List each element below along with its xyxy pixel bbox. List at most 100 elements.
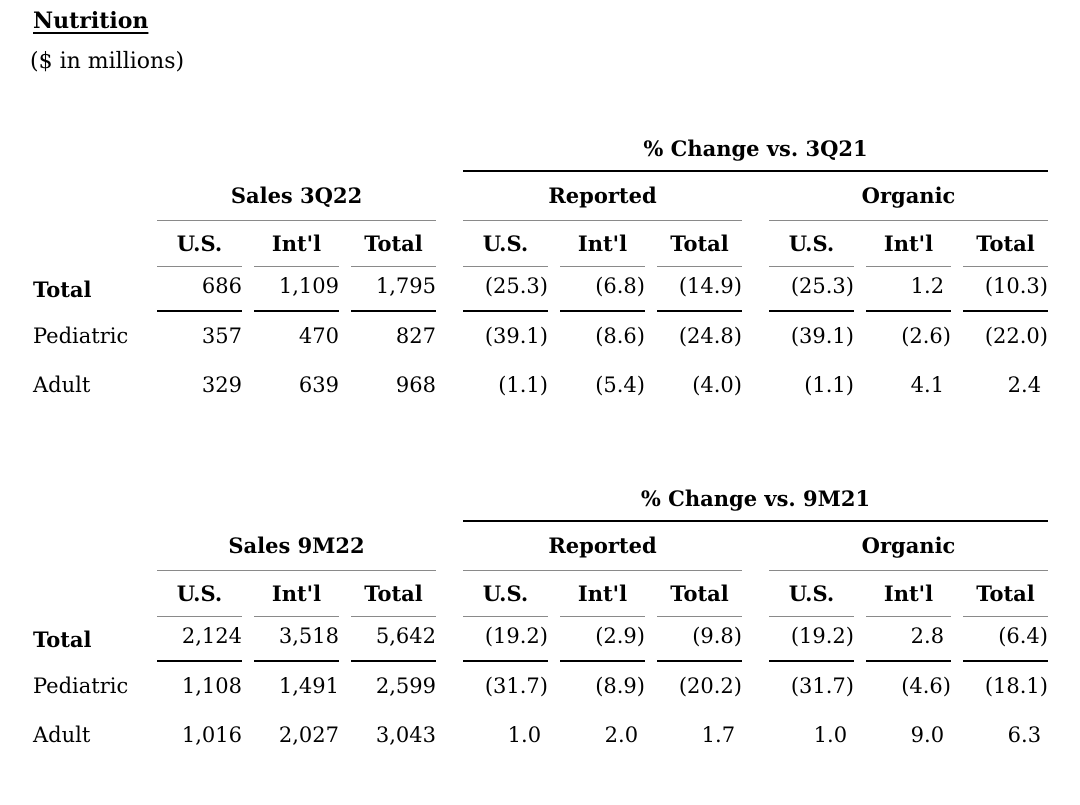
- value-text: (8.6): [595, 324, 645, 349]
- value-text: 1.0: [507, 722, 542, 747]
- empty-cell: [33, 128, 451, 172]
- empty-cell: [33, 172, 145, 221]
- value-cell: (1.1): [769, 361, 854, 409]
- value-text: 2,027: [278, 722, 339, 747]
- column-header: U.S.: [463, 571, 548, 617]
- empty-cell: [33, 522, 145, 571]
- value-text: 329: [201, 372, 242, 397]
- value-text: (25.3): [484, 273, 548, 298]
- value-cell: 1,795: [351, 267, 436, 312]
- column-header: Int'l: [254, 571, 339, 617]
- value-cell: (22.0): [963, 312, 1048, 361]
- column-header: Total: [657, 221, 742, 267]
- spacer-cell: [754, 267, 757, 312]
- column-header: Int'l: [254, 221, 339, 267]
- value-cell: 3,043: [351, 711, 436, 759]
- column-header: Total: [351, 571, 436, 617]
- value-text: 9.0: [910, 722, 945, 747]
- column-header: Total: [963, 221, 1048, 267]
- value-cell: (31.7): [769, 662, 854, 711]
- value-cell: 4.1: [866, 361, 951, 409]
- value-cell: 2.4: [963, 361, 1048, 409]
- spacer-cell: [448, 267, 451, 312]
- value-text: (31.7): [790, 674, 854, 699]
- value-cell: (5.4): [560, 361, 645, 409]
- value-cell: (19.2): [463, 617, 548, 662]
- value-cell: (39.1): [463, 312, 548, 361]
- column-header: Int'l: [560, 571, 645, 617]
- value-cell: 329: [157, 361, 242, 409]
- change-header-row: % Change vs. 3Q21: [33, 128, 1048, 172]
- column-header-row: U.S. Int'l Total U.S. Int'l Total U.S. Int'l Tot…: [33, 571, 1048, 617]
- value-cell: 1,016: [157, 711, 242, 759]
- value-text: 1.7: [701, 722, 736, 747]
- change-header-row: % Change vs. 9M21: [33, 478, 1048, 522]
- spacer-cell: [448, 312, 451, 361]
- value-text: (6.4): [998, 623, 1048, 648]
- group-header: Reported: [463, 522, 742, 571]
- value-cell: (14.9): [657, 267, 742, 312]
- row-label: Pediatric: [33, 674, 129, 699]
- empty-cell: [33, 221, 145, 267]
- page-title: Nutrition: [33, 8, 149, 34]
- value-cell: (25.3): [463, 267, 548, 312]
- row-label: Pediatric: [33, 324, 129, 349]
- value-text: 1,491: [278, 674, 339, 699]
- value-text: 1,016: [181, 722, 242, 747]
- value-text: 1,795: [375, 273, 436, 298]
- value-cell: 3,518: [254, 617, 339, 662]
- group-header: Organic: [769, 522, 1048, 571]
- column-header: U.S.: [157, 221, 242, 267]
- value-cell: 9.0: [866, 711, 951, 759]
- value-cell: (18.1): [963, 662, 1048, 711]
- value-text: 2,599: [375, 674, 436, 699]
- value-text: (20.2): [678, 674, 742, 699]
- value-cell: (4.0): [657, 361, 742, 409]
- spacer-cell: [754, 571, 757, 617]
- group-header: Sales 3Q22: [157, 172, 436, 221]
- row-label: Adult: [33, 372, 91, 397]
- value-cell: 1.7: [657, 711, 742, 759]
- value-text: (4.0): [692, 372, 742, 397]
- spacer-cell: [754, 711, 757, 759]
- spacer-cell: [754, 221, 757, 267]
- data-row-total: Total 2,124 3,518 5,642 (19.2) (2.9) (9.8) (19.…: [33, 617, 1048, 662]
- value-text: (10.3): [984, 273, 1048, 298]
- value-text: (14.9): [678, 273, 742, 298]
- value-cell: (19.2): [769, 617, 854, 662]
- value-text: 2.4: [1007, 372, 1042, 397]
- change-header: % Change vs. 3Q21: [463, 128, 1048, 172]
- value-text: (1.1): [498, 372, 548, 397]
- value-cell: (6.4): [963, 617, 1048, 662]
- value-text: (8.9): [595, 674, 645, 699]
- value-text: (24.8): [678, 324, 742, 349]
- value-text: (4.6): [901, 674, 951, 699]
- spacer-cell: [754, 522, 757, 571]
- spacer-cell: [448, 571, 451, 617]
- spacer-cell: [754, 662, 757, 711]
- value-cell: 6.3: [963, 711, 1048, 759]
- spacer-cell: [448, 361, 451, 409]
- spacer-cell: [448, 617, 451, 662]
- value-cell: 470: [254, 312, 339, 361]
- value-text: 1,108: [181, 674, 242, 699]
- column-header: Int'l: [866, 571, 951, 617]
- data-row-pediatric: Pediatric 357 470 827 (39.1) (8.6) (24.8) (39.1…: [33, 312, 1048, 361]
- value-text: 2,124: [181, 623, 242, 648]
- group-header: Reported: [463, 172, 742, 221]
- spacer-cell: [448, 221, 451, 267]
- column-header: Total: [657, 571, 742, 617]
- group-header: Organic: [769, 172, 1048, 221]
- value-cell: 2,599: [351, 662, 436, 711]
- value-cell: (31.7): [463, 662, 548, 711]
- value-cell: 1.2: [866, 267, 951, 312]
- group-header-row: Sales 9M22 Reported Organic: [33, 522, 1048, 571]
- sales-change-table-2: % Change vs. 9M21 Sales 9M22 Reported Organ…: [21, 478, 1060, 759]
- value-cell: 1.0: [463, 711, 548, 759]
- value-text: (2.9): [595, 623, 645, 648]
- value-cell: 1,108: [157, 662, 242, 711]
- sales-change-table-1: % Change vs. 3Q21 Sales 3Q22 Reported Organ…: [21, 128, 1060, 409]
- value-cell: (39.1): [769, 312, 854, 361]
- value-text: (31.7): [484, 674, 548, 699]
- spacer-cell: [754, 312, 757, 361]
